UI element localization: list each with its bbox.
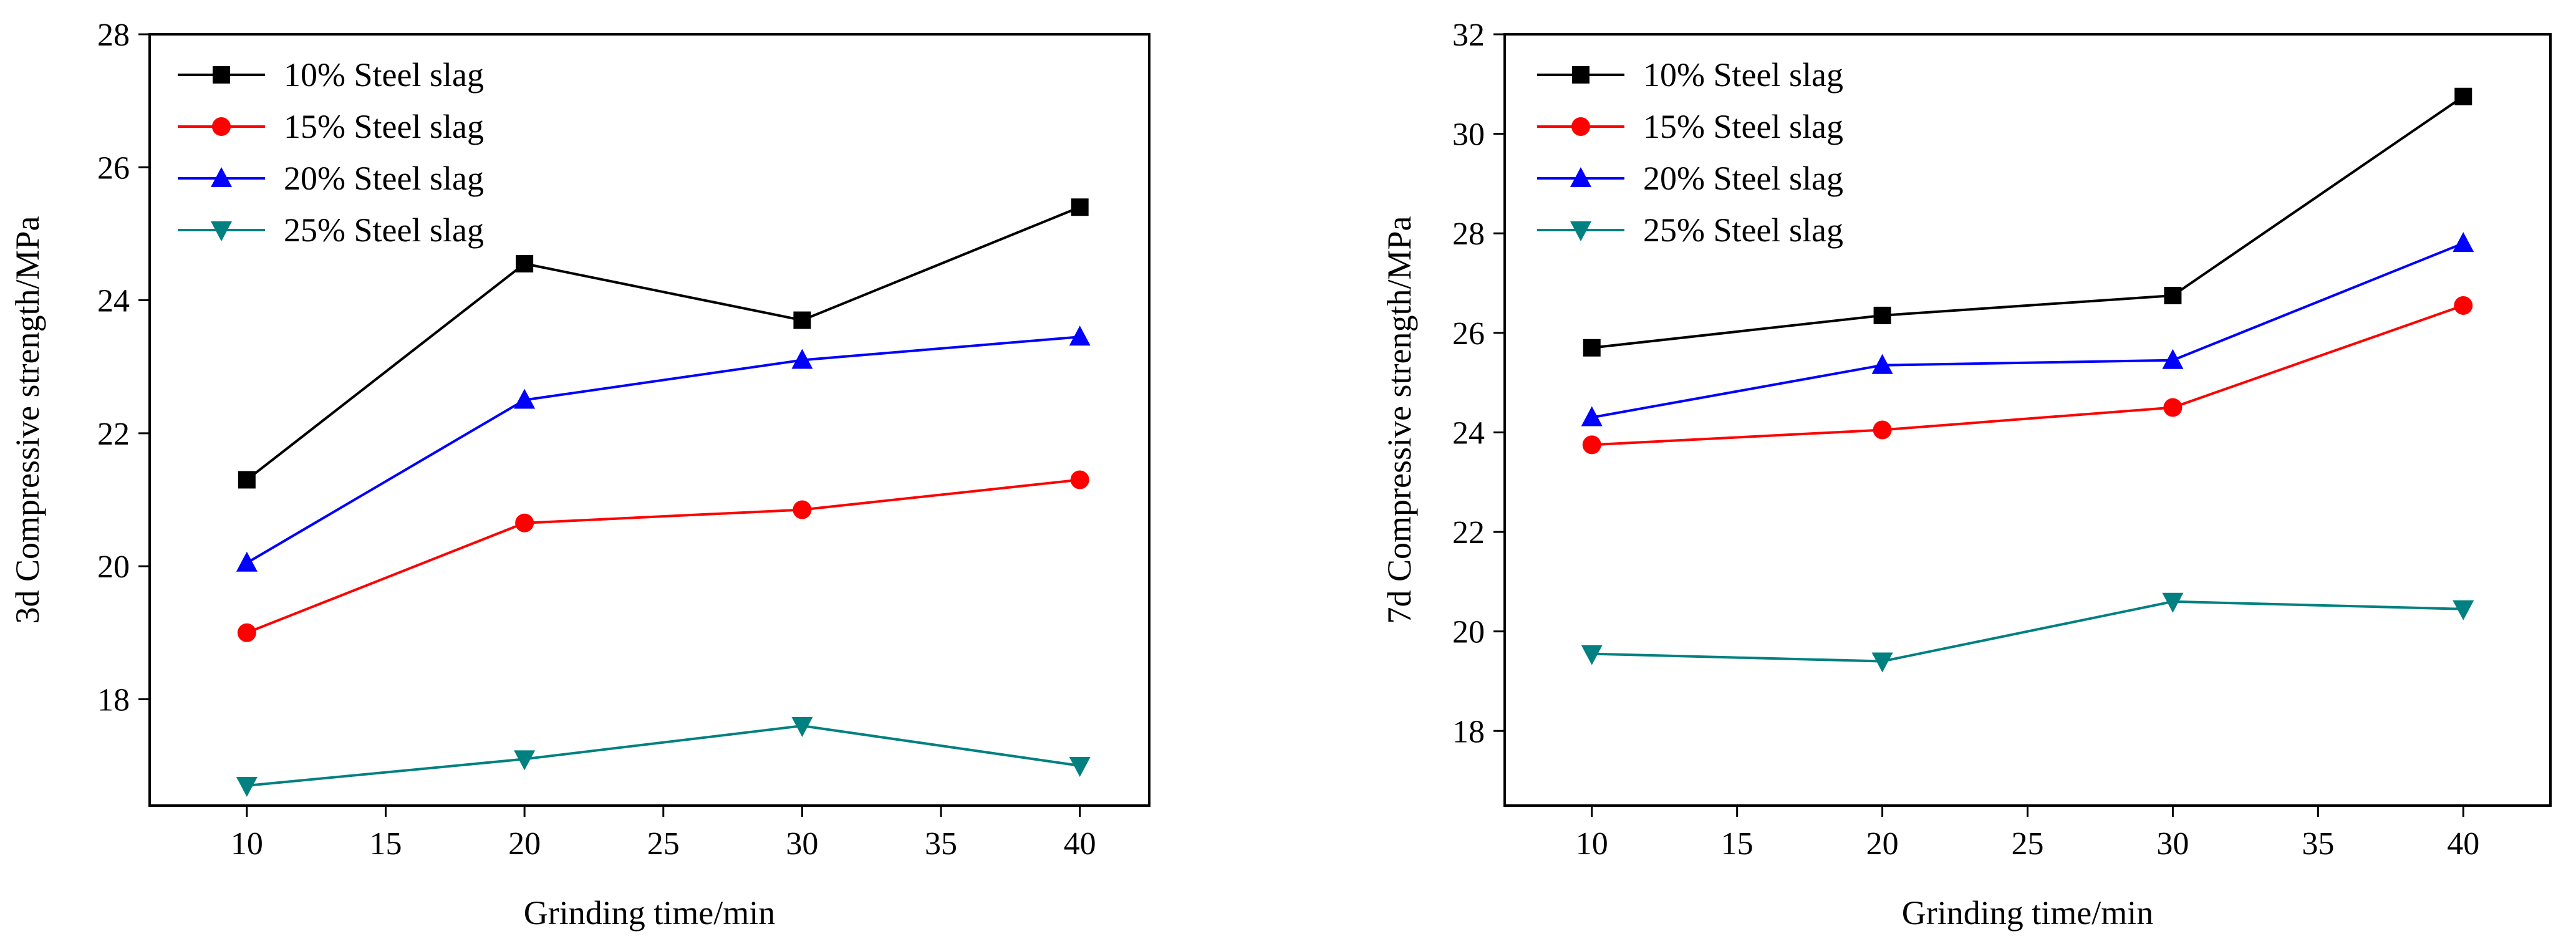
x-axis-title: Grinding time/min: [524, 894, 775, 932]
y-tick-label: 28: [1452, 216, 1485, 252]
x-tick-label: 15: [1721, 826, 1754, 862]
data-point-20-steel-slag: [1871, 354, 1893, 374]
legend-label-10-steel-slag: 10% Steel slag: [284, 56, 484, 94]
legend-marker-10-steel-slag: [213, 66, 230, 84]
y-tick-label: 18: [97, 682, 130, 718]
data-point-15-steel-slag: [1070, 470, 1089, 489]
y-axis-title: 7d Compressive strength/MPa: [1381, 216, 1418, 624]
data-point-10-steel-slag: [1071, 198, 1089, 216]
series-line-10-steel-slag: [1591, 95, 2464, 349]
data-point-10-steel-slag: [2454, 87, 2472, 105]
x-tick-label: 10: [231, 826, 263, 862]
data-point-25-steel-slag: [2453, 600, 2474, 620]
legend-label-25-steel-slag: 25% Steel slag: [284, 211, 484, 249]
legend-marker-20-steel-slag: [1570, 167, 1591, 187]
x-tick-label: 10: [1576, 826, 1608, 862]
y-tick-label: 20: [97, 549, 130, 585]
y-tick-label: 32: [1452, 17, 1485, 53]
y-tick-label: 24: [1452, 415, 1485, 451]
legend-label-15-steel-slag: 15% Steel slag: [1643, 108, 1843, 145]
x-tick-label: 30: [786, 826, 818, 862]
data-point-20-steel-slag: [1581, 406, 1603, 426]
x-tick-label: 15: [369, 826, 402, 862]
y-tick-label: 22: [1452, 515, 1485, 551]
legend-marker-10-steel-slag: [1572, 66, 1589, 84]
series-line-25-steel-slag: [246, 725, 1080, 787]
legend-label-10-steel-slag: 10% Steel slag: [1643, 56, 1843, 94]
y-tick-label: 18: [1452, 714, 1485, 749]
y-tick-label: 28: [97, 17, 130, 53]
x-axis-title: Grinding time/min: [1902, 894, 2153, 932]
data-point-15-steel-slag: [237, 623, 256, 642]
x-tick-label: 25: [647, 826, 680, 862]
data-point-25-steel-slag: [236, 777, 258, 797]
data-point-15-steel-slag: [2454, 296, 2473, 315]
legend-marker-25-steel-slag: [1570, 221, 1591, 241]
data-point-20-steel-slag: [2162, 349, 2184, 369]
data-point-15-steel-slag: [2163, 398, 2183, 417]
y-axis-title: 3d Compressive strength/MPa: [9, 216, 46, 624]
series-line-15-steel-slag: [246, 478, 1080, 634]
data-point-25-steel-slag: [791, 717, 813, 738]
data-point-25-steel-slag: [2162, 592, 2184, 613]
data-point-25-steel-slag: [514, 750, 536, 771]
data-point-20-steel-slag: [791, 349, 813, 369]
series-line-20-steel-slag: [246, 335, 1080, 564]
y-tick-label: 22: [97, 417, 130, 452]
data-point-20-steel-slag: [236, 551, 258, 572]
legend-label-20-steel-slag: 20% Steel slag: [284, 160, 484, 197]
data-point-10-steel-slag: [1873, 306, 1891, 324]
legend-label-25-steel-slag: 25% Steel slag: [1643, 211, 1843, 249]
legend-marker-15-steel-slag: [212, 117, 231, 136]
x-tick-label: 40: [1064, 826, 1096, 862]
y-tick-label: 30: [1452, 117, 1485, 153]
data-point-10-steel-slag: [516, 254, 534, 272]
x-tick-label: 35: [2302, 826, 2334, 862]
data-point-15-steel-slag: [1582, 435, 1601, 455]
data-point-10-steel-slag: [793, 311, 811, 329]
series-line-20-steel-slag: [1591, 242, 2464, 419]
data-point-15-steel-slag: [1873, 420, 1892, 440]
legend-marker-25-steel-slag: [211, 221, 232, 241]
legend-label-20-steel-slag: 20% Steel slag: [1643, 160, 1843, 197]
data-point-25-steel-slag: [1069, 757, 1091, 778]
legend-marker-20-steel-slag: [211, 167, 232, 187]
chart-7d-strength: 10 15 20 25 30 35 40 18 20 22 24 26 28 30 32 Grinding t…: [1381, 17, 2552, 932]
series-line-25-steel-slag: [1591, 600, 2464, 663]
legend-label-15-steel-slag: 15% Steel slag: [284, 108, 484, 145]
data-point-20-steel-slag: [514, 388, 536, 409]
data-point-15-steel-slag: [515, 513, 534, 532]
data-point-20-steel-slag: [2453, 232, 2474, 253]
x-tick-label: 20: [508, 826, 541, 862]
series-line-15-steel-slag: [1591, 304, 2464, 446]
data-point-25-steel-slag: [1581, 645, 1603, 665]
x-tick-label: 30: [2156, 826, 2189, 862]
y-tick-label: 26: [1452, 316, 1485, 352]
chart-3d-strength: 10 15 20 25 30 35 40 18 20 22 24 26 28 Grinding time/…: [9, 17, 1151, 932]
x-tick-label: 25: [2012, 826, 2044, 862]
data-point-10-steel-slag: [238, 471, 256, 489]
data-point-10-steel-slag: [1583, 339, 1601, 357]
x-tick-label: 20: [1866, 826, 1899, 862]
y-tick-label: 20: [1452, 615, 1485, 650]
data-point-25-steel-slag: [1871, 652, 1893, 673]
series-line-10-steel-slag: [246, 206, 1081, 481]
data-point-15-steel-slag: [793, 500, 812, 519]
y-tick-label: 24: [97, 284, 130, 319]
data-point-10-steel-slag: [2164, 286, 2182, 304]
x-tick-label: 40: [2447, 826, 2479, 862]
data-point-20-steel-slag: [1069, 325, 1091, 346]
y-tick-label: 26: [97, 150, 130, 186]
x-tick-label: 35: [925, 826, 957, 862]
plot-frame: [148, 33, 1151, 807]
legend-marker-15-steel-slag: [1571, 117, 1590, 136]
